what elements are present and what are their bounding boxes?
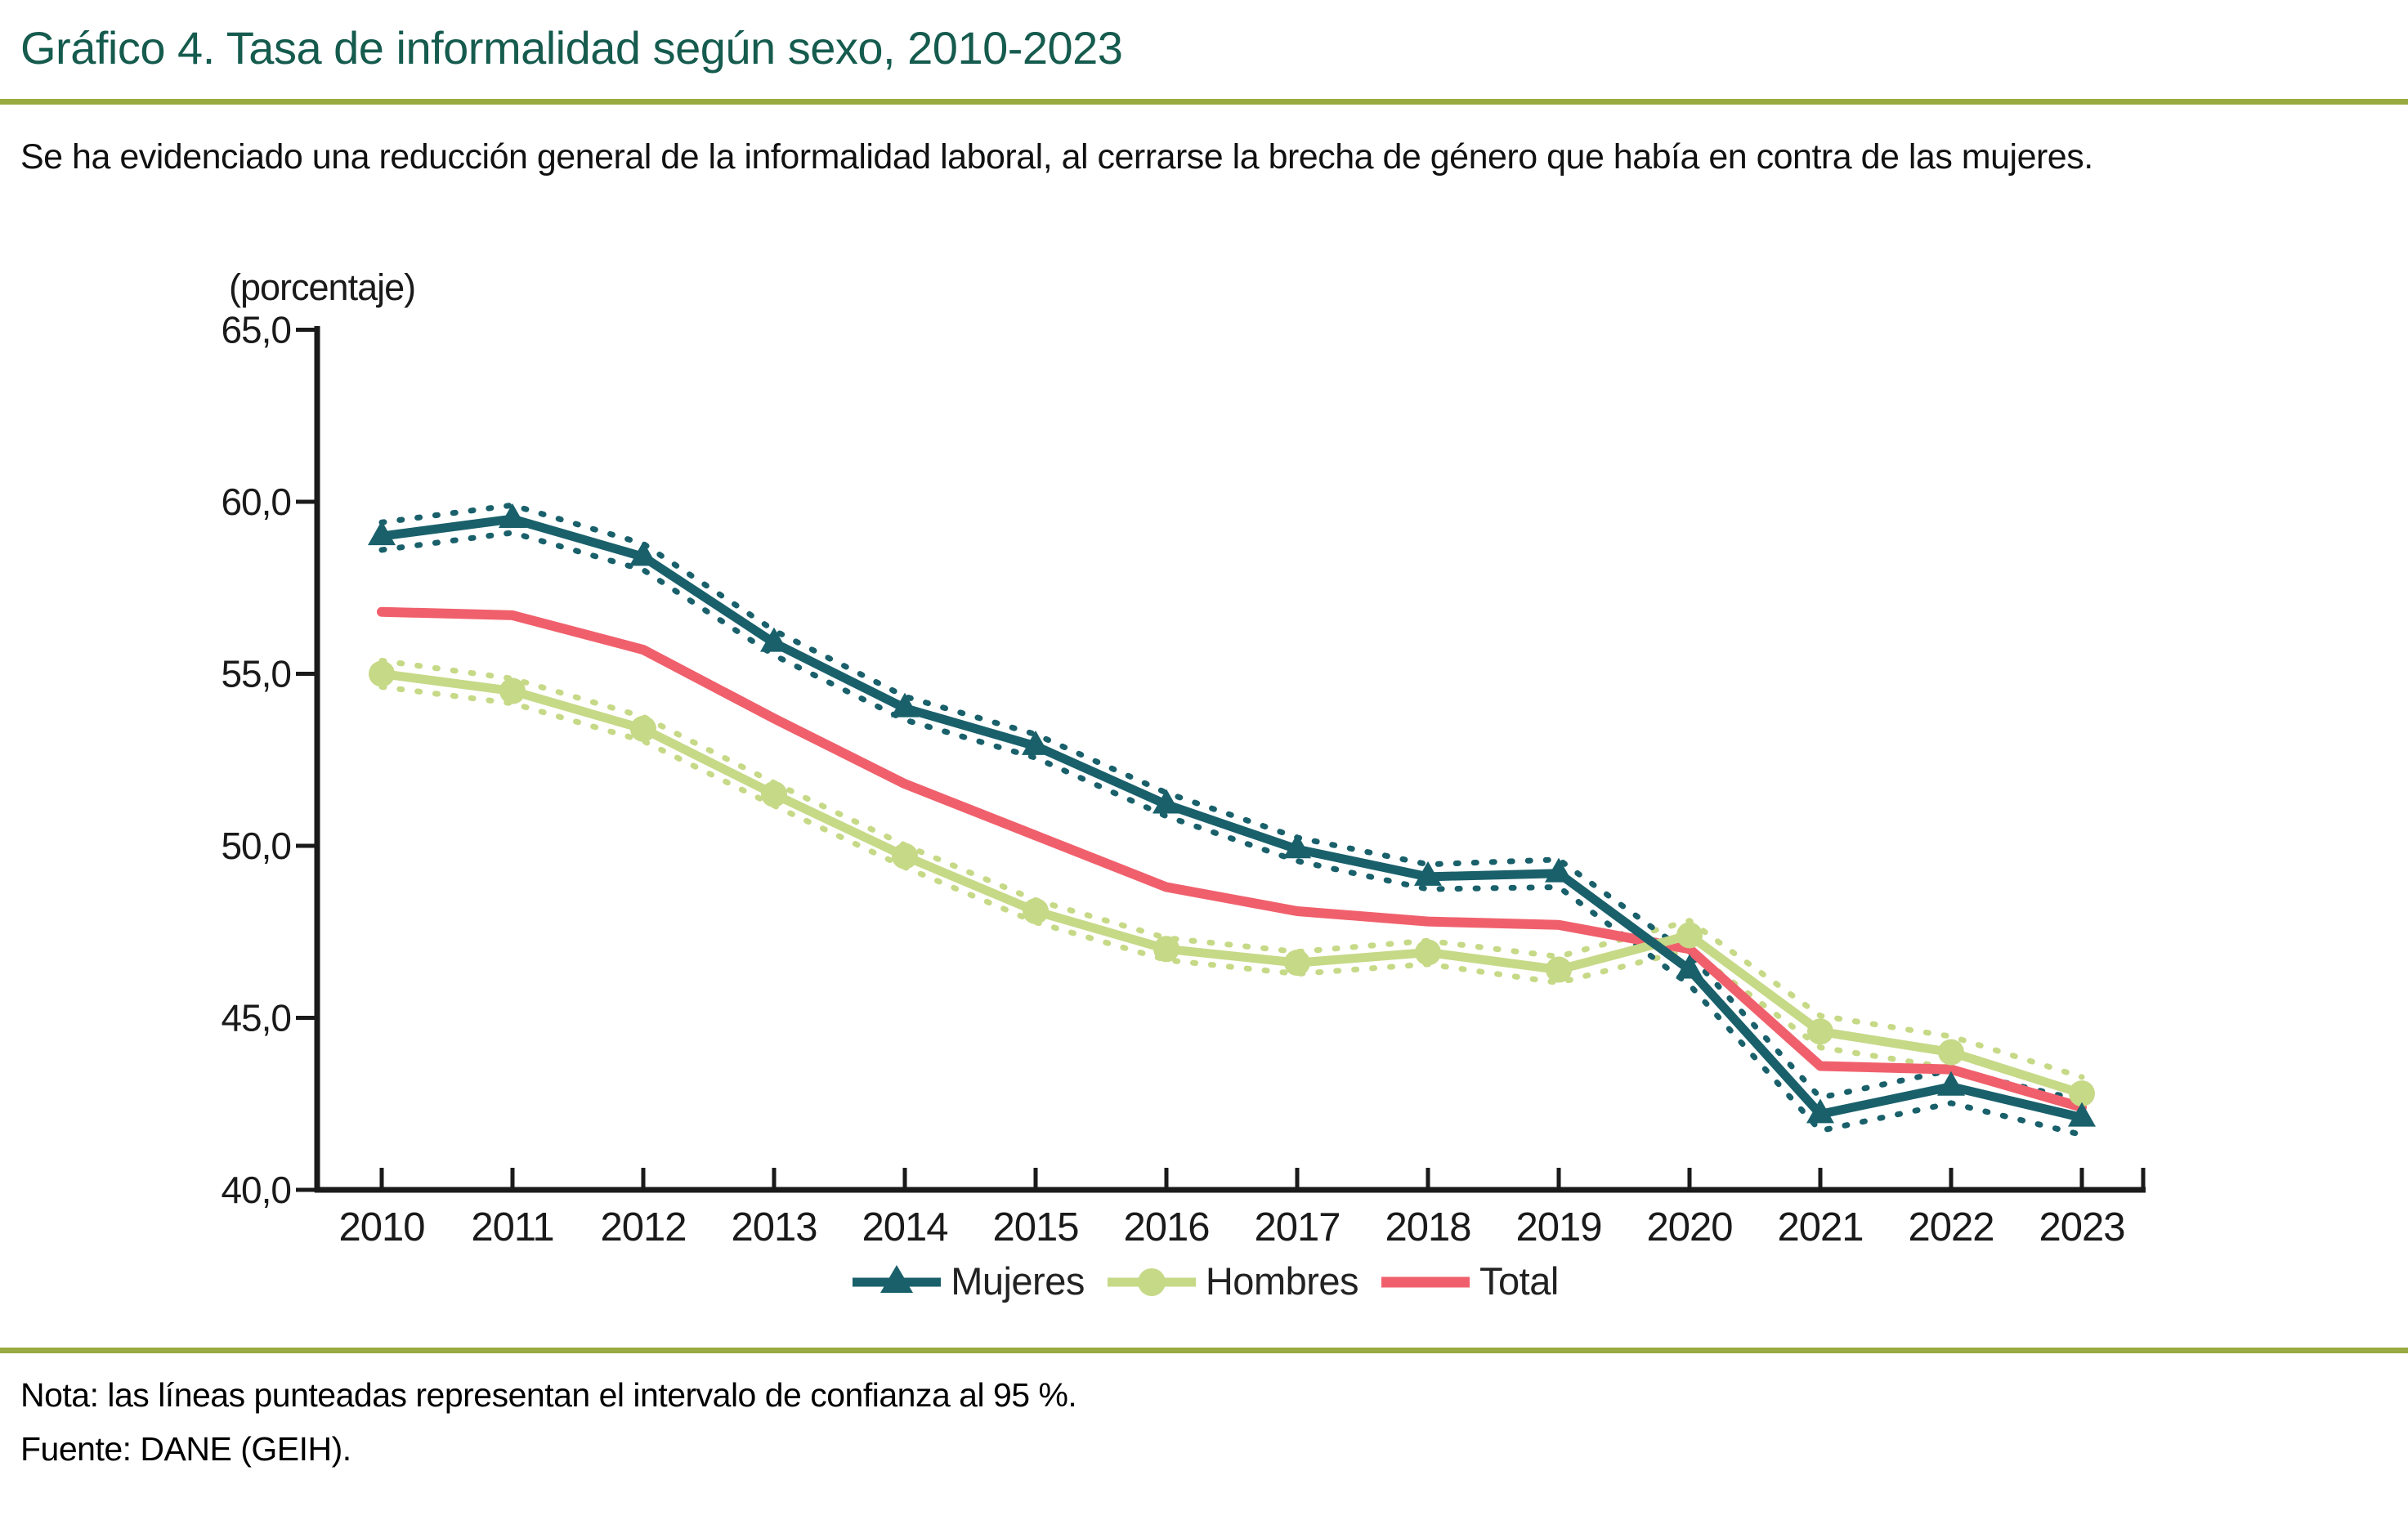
svg-text:2023: 2023 [2039,1205,2124,1250]
chart-source: Fuente: DANE (GEIH). [20,1430,351,1468]
legend-label-total: Total [1479,1259,1559,1303]
y-axis-title: (porcentaje) [229,266,415,308]
legend-item-hombres: Hombres [1104,1258,1359,1303]
total-series-line [377,606,2087,1112]
svg-text:2019: 2019 [1515,1205,1601,1250]
hombres-confidence-interval [378,658,2085,1113]
svg-text:2016: 2016 [1123,1205,1209,1250]
svg-text:2021: 2021 [1777,1205,1863,1250]
chart-title: Gráfico 4. Tasa de informalidad según se… [20,22,1123,74]
svg-text:50,0: 50,0 [221,825,291,867]
mujeres-confidence-interval [378,502,2085,1138]
separator-line-bottom [0,1348,2408,1353]
svg-text:40,0: 40,0 [221,1169,291,1211]
svg-text:65,0: 65,0 [221,309,291,351]
legend-label-hombres: Hombres [1205,1259,1359,1303]
svg-text:2010: 2010 [338,1205,424,1250]
legend-label-mujeres: Mujeres [951,1259,1085,1303]
legend-item-total: Total [1378,1258,1559,1303]
svg-text:2020: 2020 [1646,1205,1732,1250]
svg-text:55,0: 55,0 [221,653,291,695]
total-line-icon [1381,1276,1470,1287]
hombres-line-circle-icon [1107,1267,1196,1296]
legend-item-mujeres: Mujeres [849,1258,1085,1303]
svg-text:2014: 2014 [862,1205,947,1250]
axes [314,326,2146,1193]
chart-note: Nota: las líneas punteadas representan e… [20,1376,1077,1414]
mujeres-line-triangle-icon [853,1264,942,1293]
svg-text:45,0: 45,0 [221,997,291,1039]
separator-line-top [0,99,2408,105]
hombres-series [369,660,2095,1107]
svg-text:2018: 2018 [1385,1205,1470,1250]
svg-text:2011: 2011 [471,1205,553,1250]
y-axis-ticks: 65,0 60,0 55,0 50,0 45,0 40,0 [221,309,317,1211]
svg-text:2022: 2022 [1908,1205,1994,1250]
mujeres-series [368,503,2096,1127]
x-axis-ticks: 2010 2011 2012 2013 2014 2015 2016 2017 2018 2019… [338,1168,2146,1250]
svg-text:60,0: 60,0 [221,481,291,523]
svg-text:2015: 2015 [992,1205,1078,1250]
svg-text:2012: 2012 [600,1205,686,1250]
svg-text:2013: 2013 [731,1205,817,1250]
svg-text:2017: 2017 [1254,1205,1340,1250]
chart-legend: Mujeres Hombres Total [0,1258,2408,1303]
chart-subtitle: Se ha evidenciado una reducción general … [20,137,2093,177]
